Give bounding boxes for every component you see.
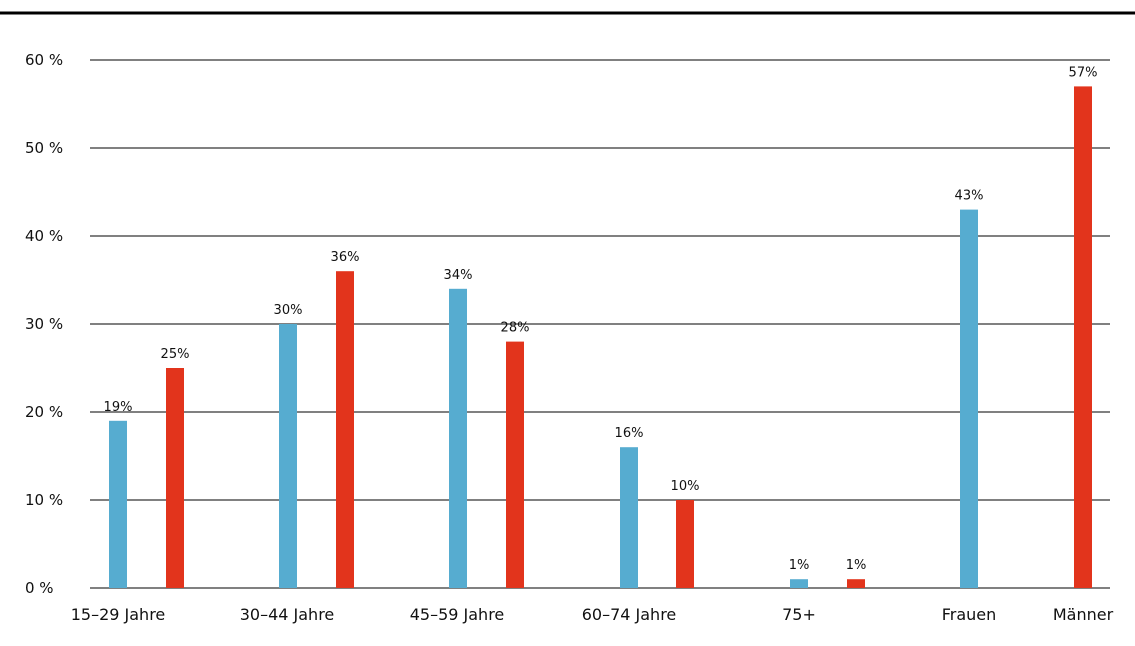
x-category-label: 15–29 Jahre — [71, 605, 166, 624]
y-tick-label: 50 % — [25, 139, 63, 157]
x-category-label: 30–44 Jahre — [240, 605, 335, 624]
bar — [847, 579, 865, 588]
data-label: 34% — [444, 268, 473, 283]
data-label: 19% — [104, 400, 133, 415]
bar — [676, 500, 694, 588]
y-tick-label: 60 % — [25, 51, 63, 69]
data-label: 25% — [161, 347, 190, 362]
data-label: 28% — [501, 321, 530, 336]
data-label: 16% — [615, 426, 644, 441]
bar — [449, 288, 467, 588]
x-category-label: 45–59 Jahre — [410, 605, 505, 624]
y-axis-tick-labels: 0 % 10 % 20 % 30 % 40 % 50 % 60 % — [25, 51, 63, 597]
data-label: 30% — [274, 303, 303, 318]
x-axis-category-labels: 15–29 Jahre 30–44 Jahre 45–59 Jahre 60–74 J… — [71, 605, 1114, 624]
y-tick-label: 30 % — [25, 315, 63, 333]
x-category-label: Frauen — [942, 605, 997, 624]
x-category-label: 75+ — [782, 605, 816, 624]
bar — [506, 341, 524, 588]
x-category-label: Männer — [1053, 605, 1114, 624]
bar — [790, 579, 808, 588]
gridlines — [90, 59, 1110, 589]
x-category-label: 60–74 Jahre — [582, 605, 677, 624]
y-tick-label: 0 % — [25, 579, 54, 597]
bar — [109, 420, 127, 588]
bar — [620, 447, 638, 588]
data-label: 43% — [955, 189, 984, 204]
bar — [279, 324, 297, 588]
y-tick-label: 10 % — [25, 491, 63, 509]
bars — [109, 86, 1092, 589]
bar — [336, 271, 354, 588]
data-label: 10% — [671, 479, 700, 494]
data-labels: 19% 25% 30% 36% 34% 28% 16% 10% 1% 1% 43% 57% — [104, 65, 1098, 573]
data-label: 1% — [846, 558, 867, 573]
bar — [960, 209, 978, 588]
bar — [166, 368, 184, 588]
bar — [1074, 86, 1092, 589]
y-tick-label: 20 % — [25, 403, 63, 421]
data-label: 36% — [331, 250, 360, 265]
y-tick-label: 40 % — [25, 227, 63, 245]
data-label: 57% — [1069, 65, 1098, 80]
data-label: 1% — [789, 558, 810, 573]
